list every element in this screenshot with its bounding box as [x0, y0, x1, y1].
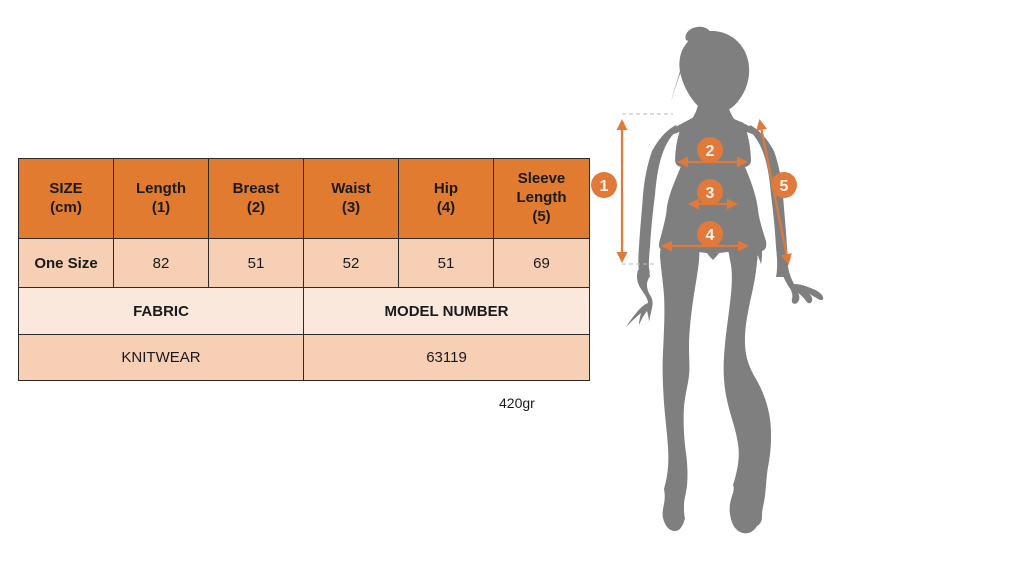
svg-text:2: 2 [706, 143, 715, 160]
svg-text:4: 4 [706, 227, 715, 244]
svg-text:3: 3 [706, 185, 715, 202]
svg-text:1: 1 [600, 178, 609, 195]
svg-text:5: 5 [780, 178, 789, 195]
